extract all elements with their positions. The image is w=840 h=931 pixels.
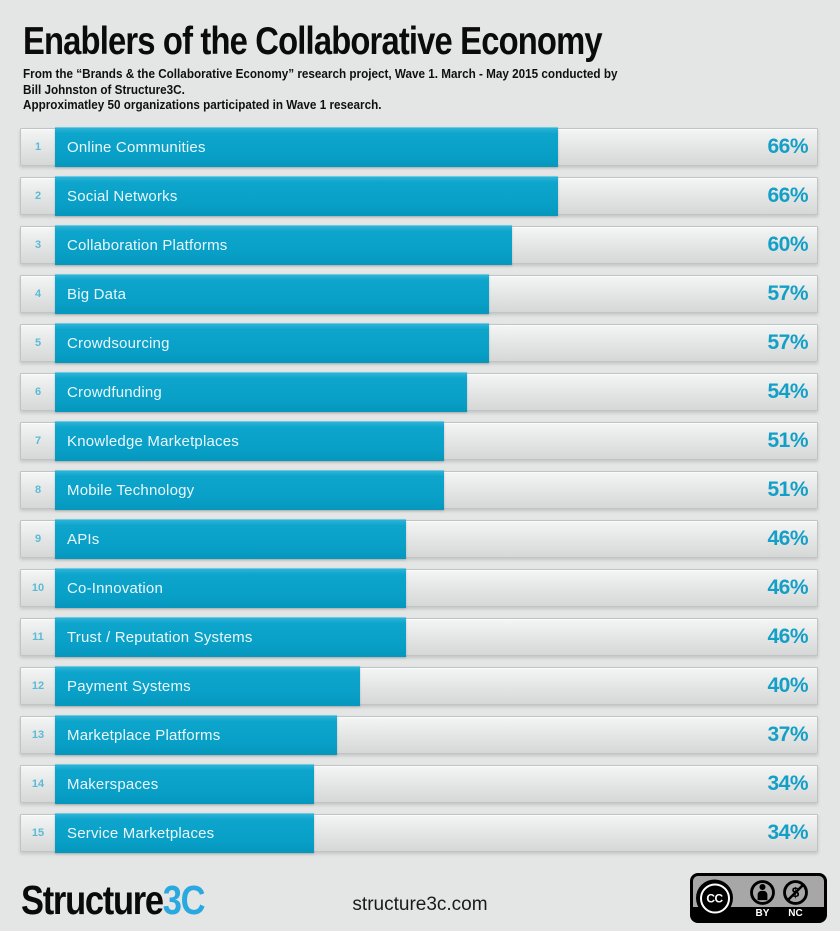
rank-number: 4 <box>34 288 42 300</box>
logo-text-black: Structure <box>21 877 164 923</box>
bar: Payment Systems <box>55 666 360 706</box>
bar-label: Payment Systems <box>67 677 191 695</box>
bar-value: 54% <box>767 380 808 403</box>
cc-by-person-icon <box>750 880 775 905</box>
rank-number: 5 <box>34 337 42 349</box>
structure3c-logo: Structure3C <box>21 877 206 924</box>
bar: Knowledge Marketplaces <box>55 421 444 461</box>
rank-number: 13 <box>31 729 45 741</box>
bar: Mobile Technology <box>55 470 444 510</box>
bar: Collaboration Platforms <box>55 225 513 265</box>
cc-nc-label: NC <box>788 908 803 919</box>
rank-number: 12 <box>31 680 45 692</box>
bar-row: 14 Makerspaces 34% <box>20 764 818 804</box>
bar-row: 5 Crowdsourcing 57% <box>20 323 818 363</box>
bar-value: 46% <box>767 625 808 648</box>
bar-label: Social Networks <box>67 187 178 205</box>
bar-label: Mobile Technology <box>67 481 195 499</box>
bar-row: 1 Online Communities 66% <box>20 127 818 167</box>
cc-logo-icon: CC <box>696 879 733 917</box>
bar-value: 51% <box>767 478 808 501</box>
logo-text-blue: 3C <box>162 877 206 923</box>
bar-value: 60% <box>767 233 808 256</box>
bar-label: Marketplace Platforms <box>67 726 221 744</box>
bar-chart: 1 Online Communities 66% 2 Social Networ… <box>20 127 818 853</box>
rank-number: 2 <box>34 190 42 202</box>
bar-row: 9 APIs 46% <box>20 519 818 559</box>
bar: Makerspaces <box>55 764 315 804</box>
bar-row: 7 Knowledge Marketplaces 51% <box>20 421 818 461</box>
bar-row: 6 Crowdfunding 54% <box>20 372 818 412</box>
bar-label: Co-Innovation <box>67 579 163 597</box>
bar-label: Service Marketplaces <box>67 824 215 842</box>
bar: Social Networks <box>55 176 558 216</box>
subtitle-line-2: Bill Johnston of Structure3C. <box>23 81 185 97</box>
bar-label: Trust / Reputation Systems <box>67 628 253 646</box>
svg-text:$: $ <box>792 885 800 900</box>
bar-row: 12 Payment Systems 40% <box>20 666 818 706</box>
bar-value: 57% <box>767 331 808 354</box>
bar: Online Communities <box>55 127 558 167</box>
rank-number: 9 <box>34 533 42 545</box>
bar: Big Data <box>55 274 490 314</box>
rank-number: 3 <box>34 239 42 251</box>
bar: Trust / Reputation Systems <box>55 617 406 657</box>
bar: Service Marketplaces <box>55 813 315 853</box>
cc-nc-no-money-icon: $ <box>783 880 808 905</box>
bar-label: Online Communities <box>67 138 206 156</box>
website-url: structure3c.com <box>352 894 488 915</box>
bar-row: 13 Marketplace Platforms 37% <box>20 715 818 755</box>
bar-row: 2 Social Networks 66% <box>20 176 818 216</box>
bar-row: 8 Mobile Technology 51% <box>20 470 818 510</box>
rank-number: 14 <box>31 778 45 790</box>
bar-value: 51% <box>767 429 808 452</box>
bar: Crowdfunding <box>55 372 467 412</box>
bar-row: 4 Big Data 57% <box>20 274 818 314</box>
bar-row: 3 Collaboration Platforms 60% <box>20 225 818 265</box>
bar-value: 34% <box>767 772 808 795</box>
bar-value: 66% <box>767 135 808 158</box>
cc-logo-text: CC <box>699 883 730 913</box>
cc-by-label: BY <box>755 908 770 919</box>
subtitle: From the “Brands & the Collaborative Eco… <box>23 66 617 113</box>
bar-value: 46% <box>767 527 808 550</box>
bar-label: Crowdsourcing <box>67 334 170 352</box>
bar-value: 46% <box>767 576 808 599</box>
page-title: Enablers of the Collaborative Economy <box>23 20 603 63</box>
bar-label: Makerspaces <box>67 775 159 793</box>
bar-label: Crowdfunding <box>67 383 162 401</box>
bar-label: Big Data <box>67 285 127 303</box>
rank-number: 10 <box>31 582 45 594</box>
subtitle-line-1: From the “Brands & the Collaborative Eco… <box>23 66 618 81</box>
bar: Co-Innovation <box>55 568 406 608</box>
bar: Crowdsourcing <box>55 323 490 363</box>
bar: Marketplace Platforms <box>55 715 337 755</box>
bar-value: 34% <box>767 821 808 844</box>
bar-label: APIs <box>67 530 100 548</box>
bar: APIs <box>55 519 406 559</box>
bar-row: 15 Service Marketplaces 34% <box>20 813 818 853</box>
rank-number: 15 <box>31 827 45 839</box>
bar-value: 66% <box>767 184 808 207</box>
bar-label: Collaboration Platforms <box>67 236 228 254</box>
bar-row: 10 Co-Innovation 46% <box>20 568 818 608</box>
rank-number: 11 <box>32 631 44 643</box>
bar-value: 57% <box>767 282 808 305</box>
rank-number: 1 <box>34 141 42 153</box>
rank-number: 6 <box>34 386 42 398</box>
cc-license-badge: CC $ BY NC <box>690 873 827 923</box>
bar-row: 11 Trust / Reputation Systems 46% <box>20 617 818 657</box>
bar-value: 37% <box>767 723 808 746</box>
rank-number: 8 <box>34 484 42 496</box>
bar-value: 40% <box>767 674 808 697</box>
bar-label: Knowledge Marketplaces <box>67 432 239 450</box>
subtitle-line-3: Approximatley 50 organizations participa… <box>23 97 382 112</box>
rank-number: 7 <box>34 435 42 447</box>
